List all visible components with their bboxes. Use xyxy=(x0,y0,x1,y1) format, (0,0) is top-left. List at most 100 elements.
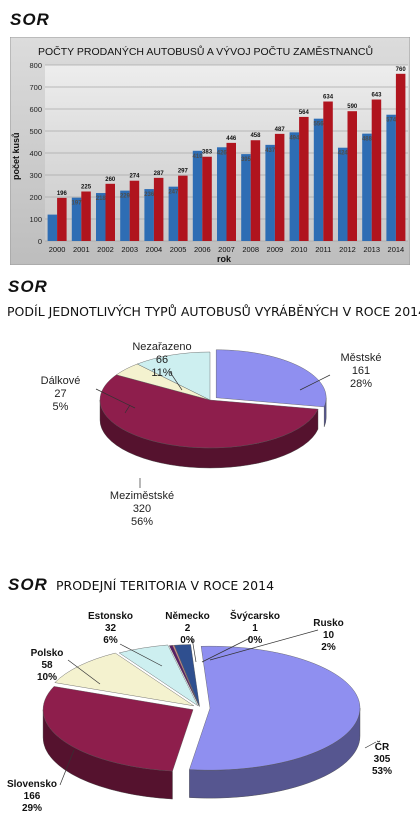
pie-chart-bus-types xyxy=(95,349,331,488)
data-label: 426 xyxy=(217,150,228,156)
bar-s1-2009 xyxy=(265,144,275,241)
bar-s1-2013 xyxy=(362,133,372,241)
bar-s1-2010 xyxy=(289,132,300,241)
data-label: 225 xyxy=(81,185,92,191)
bar-s2-2000 xyxy=(57,197,67,241)
data-label: 287 xyxy=(154,171,165,177)
chart-title: POČTY PRODANÝCH AUTOBUSŮ A VÝVOJ POČTU Z… xyxy=(38,45,373,58)
bar-s1-2001 xyxy=(71,197,82,241)
x-tick-label: 2013 xyxy=(363,245,380,254)
y-tick-label: 0 xyxy=(38,237,42,246)
sor-logo: SOR xyxy=(8,575,48,594)
pie2-label-nemecko: Německo 2 0% xyxy=(165,611,210,646)
data-label: 458 xyxy=(250,133,261,139)
leader-line xyxy=(299,374,331,391)
slice-Estonsko xyxy=(118,644,199,707)
slice-Slovensko xyxy=(42,686,194,772)
data-label: 297 xyxy=(178,169,189,175)
data-label: 247 xyxy=(168,190,179,196)
data-label: 395 xyxy=(241,157,252,163)
bar-s1-2012 xyxy=(338,147,348,241)
pie-chart-territories xyxy=(42,629,377,800)
data-label: 488 xyxy=(362,137,373,143)
bar-s1-2004 xyxy=(144,189,154,241)
leader-line xyxy=(67,659,101,685)
bar-s2-2014 xyxy=(395,73,406,241)
bar-s2-2007 xyxy=(226,142,236,241)
data-label: 197 xyxy=(72,201,83,207)
y-tick-label: 500 xyxy=(29,127,42,136)
bar-s1-2005 xyxy=(168,186,179,241)
data-label: 760 xyxy=(396,67,407,73)
x-tick-label: 2005 xyxy=(170,245,187,254)
bar-s2-2006 xyxy=(202,156,212,241)
leader-line xyxy=(169,371,183,391)
y-tick-label: 600 xyxy=(29,105,42,114)
pie2-label-cr: ČR 305 53% xyxy=(371,742,392,777)
x-tick-label: 2008 xyxy=(242,245,259,254)
x-tick-label: 2007 xyxy=(218,245,235,254)
leader-line xyxy=(364,741,377,749)
data-label: 574 xyxy=(386,118,397,124)
y-axis-label: počet kusů xyxy=(11,132,21,180)
data-label: 260 xyxy=(105,177,116,183)
bar-s1-2003 xyxy=(120,190,130,241)
y-tick-label: 200 xyxy=(29,193,42,202)
data-label: 437 xyxy=(265,148,276,154)
leader-line xyxy=(59,749,75,786)
y-tick-label: 700 xyxy=(29,83,42,92)
x-tick-label: 2002 xyxy=(97,245,114,254)
bar-chart: POČTY PRODANÝCH AUTOBUSŮ A VÝVOJ POČTU Z… xyxy=(10,37,410,265)
slice-Městské xyxy=(215,349,327,408)
bar-s2-2012 xyxy=(347,111,357,241)
bar-s2-2001 xyxy=(81,191,91,241)
leader-line xyxy=(124,404,131,414)
x-axis-label: rok xyxy=(217,254,232,264)
data-label: 274 xyxy=(129,174,140,180)
data-label: 643 xyxy=(371,93,382,99)
bar-s2-2010 xyxy=(299,116,309,241)
pie1-label-mestske: Městské 161 28% xyxy=(340,352,382,390)
x-tick-label: 2012 xyxy=(339,245,356,254)
pie1-label-nezarazeno: Nezařazeno 66 11% xyxy=(132,341,192,379)
leader-line xyxy=(95,388,136,409)
pie2-label-slovensko: Slovensko 166 29% xyxy=(6,779,58,814)
pie2-label-polsko: Polsko 58 10% xyxy=(30,648,64,683)
data-label: 590 xyxy=(347,104,358,110)
y-tick-label: 400 xyxy=(29,149,42,158)
data-label: 229 xyxy=(120,194,131,200)
slice-Polsko xyxy=(54,652,195,707)
slice-ČR xyxy=(189,645,361,771)
bar-s2-2003 xyxy=(129,180,140,241)
data-label: 196 xyxy=(57,191,68,197)
bar-s1-2000 xyxy=(47,214,58,241)
data-label: 487 xyxy=(275,127,286,133)
slice-Meziměstské xyxy=(99,374,319,449)
slice-Nezařazeno xyxy=(136,351,211,401)
x-tick-label: 2003 xyxy=(121,245,138,254)
data-label: 446 xyxy=(226,136,237,142)
x-tick-label: 2001 xyxy=(73,245,90,254)
pie1-label-dalkove: Dálkové 27 5% xyxy=(40,375,81,413)
y-tick-label: 100 xyxy=(29,215,42,224)
pie2-label-estonsko: Estonsko 32 6% xyxy=(87,611,133,646)
x-tick-label: 2011 xyxy=(315,245,331,254)
data-label: 410 xyxy=(193,154,204,160)
bar-s1-2011 xyxy=(313,118,324,241)
data-label: 564 xyxy=(299,110,310,116)
bar-s2-2005 xyxy=(178,175,188,241)
bar-s2-2011 xyxy=(323,101,333,242)
pie2-label-svycarsko: Švýcarsko 1 0% xyxy=(229,611,281,646)
x-tick-label: 2004 xyxy=(146,245,163,254)
bar-s1-2014 xyxy=(386,114,396,241)
leader-line xyxy=(201,637,251,663)
x-tick-label: 2009 xyxy=(267,245,284,254)
data-label: 556 xyxy=(314,122,325,128)
pie2-label-rusko: Rusko 10 2% xyxy=(313,618,344,653)
x-tick-label: 2010 xyxy=(291,245,308,254)
bar-s1-2008 xyxy=(241,154,251,241)
bar-s2-2002 xyxy=(105,183,115,241)
x-tick-label: 2006 xyxy=(194,245,211,254)
sor-logo: SOR xyxy=(8,277,48,296)
bar-s1-2002 xyxy=(96,193,106,241)
